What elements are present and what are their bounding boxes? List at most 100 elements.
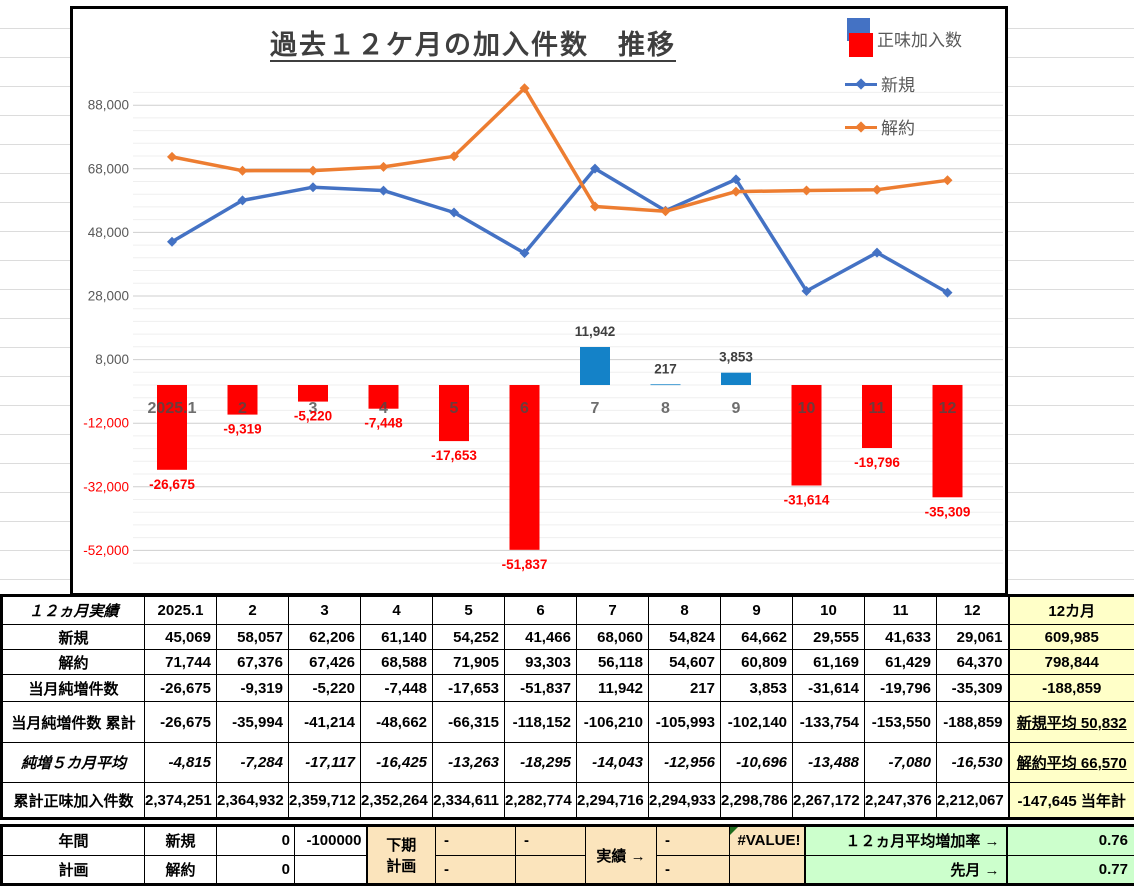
cell-dash-2[interactable]: - <box>515 825 586 856</box>
header-month-9[interactable]: 9 <box>720 595 793 625</box>
cell-r4-m7[interactable]: -106,210 <box>576 701 649 743</box>
cell-r6-m7[interactable]: 2,294,716 <box>576 782 649 819</box>
header-row-label[interactable]: １２ヵ月実績 <box>1 595 145 625</box>
cell-r6-m6[interactable]: 2,282,774 <box>504 782 577 819</box>
cell-r5-m9[interactable]: -10,696 <box>720 742 793 783</box>
cell-dash-5[interactable]: - <box>656 854 730 885</box>
cell-r1-m12[interactable]: 29,061 <box>936 624 1009 650</box>
header-month-11[interactable]: 11 <box>864 595 937 625</box>
cell-r2-m7[interactable]: 56,118 <box>576 649 649 675</box>
cell-r2-m8[interactable]: 54,607 <box>648 649 721 675</box>
cell-r4-m3[interactable]: -41,214 <box>288 701 361 743</box>
row-label[interactable]: 当月純増件数 累計 <box>1 701 145 743</box>
cell-r6-m5[interactable]: 2,334,611 <box>432 782 505 819</box>
cell-r2-m6[interactable]: 93,303 <box>504 649 577 675</box>
cell-r5-m8[interactable]: -12,956 <box>648 742 721 783</box>
cell-actual-arrow[interactable]: 実績 → <box>585 825 657 885</box>
cell-r3-m5[interactable]: -17,653 <box>432 674 505 702</box>
row-summary[interactable]: 798,844 <box>1007 649 1134 675</box>
cell-r4-m6[interactable]: -118,152 <box>504 701 577 743</box>
cell-cancel-plan-value[interactable]: 0 <box>216 854 295 885</box>
cell-rate-value[interactable]: 0.76 <box>1005 825 1134 856</box>
header-month-10[interactable]: 10 <box>792 595 865 625</box>
cell-r5-m12[interactable]: -16,530 <box>936 742 1009 783</box>
header-month-5[interactable]: 5 <box>432 595 505 625</box>
cell-dash-3[interactable]: - <box>656 825 730 856</box>
header-summary[interactable]: 12カ月 <box>1007 595 1134 625</box>
cell-annual[interactable]: 年間 <box>1 825 145 856</box>
cell-dash-4[interactable]: - <box>435 854 516 885</box>
cell-r6-m10[interactable]: 2,267,172 <box>792 782 865 819</box>
cell-r3-m9[interactable]: 3,853 <box>720 674 793 702</box>
cell-r3-m4[interactable]: -7,448 <box>360 674 433 702</box>
header-month-4[interactable]: 4 <box>360 595 433 625</box>
cell-r4-m4[interactable]: -48,662 <box>360 701 433 743</box>
cell-empty-1[interactable] <box>294 854 367 885</box>
header-month-8[interactable]: 8 <box>648 595 721 625</box>
row-label[interactable]: 累計正味加入件数 <box>1 782 145 819</box>
cell-r4-m12[interactable]: -188,859 <box>936 701 1009 743</box>
cell-r2-m4[interactable]: 68,588 <box>360 649 433 675</box>
cell-rate-label[interactable]: １２ヵ月平均増加率 → <box>803 825 1007 856</box>
cell-r1-m10[interactable]: 29,555 <box>792 624 865 650</box>
cell-r5-m6[interactable]: -18,295 <box>504 742 577 783</box>
cell-prev-month-value[interactable]: 0.77 <box>1005 854 1134 885</box>
cell-r3-m8[interactable]: 217 <box>648 674 721 702</box>
cell-r1-m9[interactable]: 64,662 <box>720 624 793 650</box>
cell-r6-m3[interactable]: 2,359,712 <box>288 782 361 819</box>
cell-r2-m2[interactable]: 67,376 <box>216 649 289 675</box>
cell-r5-m5[interactable]: -13,263 <box>432 742 505 783</box>
cell-r5-m10[interactable]: -13,488 <box>792 742 865 783</box>
row-label[interactable]: 当月純増件数 <box>1 674 145 702</box>
legend-item-net[interactable]: 正味加入数 <box>845 17 962 59</box>
cell-plan[interactable]: 計画 <box>1 854 145 885</box>
cell-r1-m3[interactable]: 62,206 <box>288 624 361 650</box>
cell-r2-m5[interactable]: 71,905 <box>432 649 505 675</box>
cell-prev-month-label[interactable]: 先月 → <box>803 854 1007 885</box>
cell-r4-m9[interactable]: -102,140 <box>720 701 793 743</box>
cell-r2-m9[interactable]: 60,809 <box>720 649 793 675</box>
legend-item-cancel[interactable]: 解約 <box>845 114 915 139</box>
header-month-3[interactable]: 3 <box>288 595 361 625</box>
cell-second-half-plan[interactable]: 下期 計画 <box>365 825 436 885</box>
header-month-7[interactable]: 7 <box>576 595 649 625</box>
cell-r1-m8[interactable]: 54,824 <box>648 624 721 650</box>
cell-r6-m2[interactable]: 2,364,932 <box>216 782 289 819</box>
row-label[interactable]: 新規 <box>1 624 145 650</box>
cell-r3-m10[interactable]: -31,614 <box>792 674 865 702</box>
cell-r3-m12[interactable]: -35,309 <box>936 674 1009 702</box>
cell-r6-m8[interactable]: 2,294,933 <box>648 782 721 819</box>
cell-r2-m11[interactable]: 61,429 <box>864 649 937 675</box>
cell-r2-m1[interactable]: 71,744 <box>144 649 217 675</box>
cell-r6-m4[interactable]: 2,352,264 <box>360 782 433 819</box>
legend-item-new[interactable]: 新規 <box>845 71 915 96</box>
cell-r1-m7[interactable]: 68,060 <box>576 624 649 650</box>
cell-r3-m6[interactable]: -51,837 <box>504 674 577 702</box>
cell-r6-m9[interactable]: 2,298,786 <box>720 782 793 819</box>
header-month-12[interactable]: 12 <box>936 595 1009 625</box>
row-summary[interactable]: -188,859 <box>1007 674 1134 702</box>
cell-r1-m1[interactable]: 45,069 <box>144 624 217 650</box>
cell-r1-m6[interactable]: 41,466 <box>504 624 577 650</box>
cell-empty-2[interactable] <box>515 854 586 885</box>
cell-r4-m5[interactable]: -66,315 <box>432 701 505 743</box>
cell-r5-m3[interactable]: -17,117 <box>288 742 361 783</box>
row-summary[interactable]: 解約平均 66,570 <box>1007 742 1134 783</box>
cell-r5-m2[interactable]: -7,284 <box>216 742 289 783</box>
cell-r1-m5[interactable]: 54,252 <box>432 624 505 650</box>
cell-r1-m4[interactable]: 61,140 <box>360 624 433 650</box>
cell-r3-m3[interactable]: -5,220 <box>288 674 361 702</box>
cell-r6-m1[interactable]: 2,374,251 <box>144 782 217 819</box>
cell-r4-m1[interactable]: -26,675 <box>144 701 217 743</box>
cell-r5-m1[interactable]: -4,815 <box>144 742 217 783</box>
cell-r2-m12[interactable]: 64,370 <box>936 649 1009 675</box>
cell-r3-m1[interactable]: -26,675 <box>144 674 217 702</box>
cell-r6-m12[interactable]: 2,212,067 <box>936 782 1009 819</box>
cell-r4-m2[interactable]: -35,994 <box>216 701 289 743</box>
cell-new-plan-value[interactable]: 0 <box>216 825 295 856</box>
row-label[interactable]: 純増５カ月平均 <box>1 742 145 783</box>
row-summary[interactable]: 609,985 <box>1007 624 1134 650</box>
row-summary[interactable]: -147,645 当年計 <box>1007 782 1134 819</box>
cell-r2-m3[interactable]: 67,426 <box>288 649 361 675</box>
cell-r3-m11[interactable]: -19,796 <box>864 674 937 702</box>
